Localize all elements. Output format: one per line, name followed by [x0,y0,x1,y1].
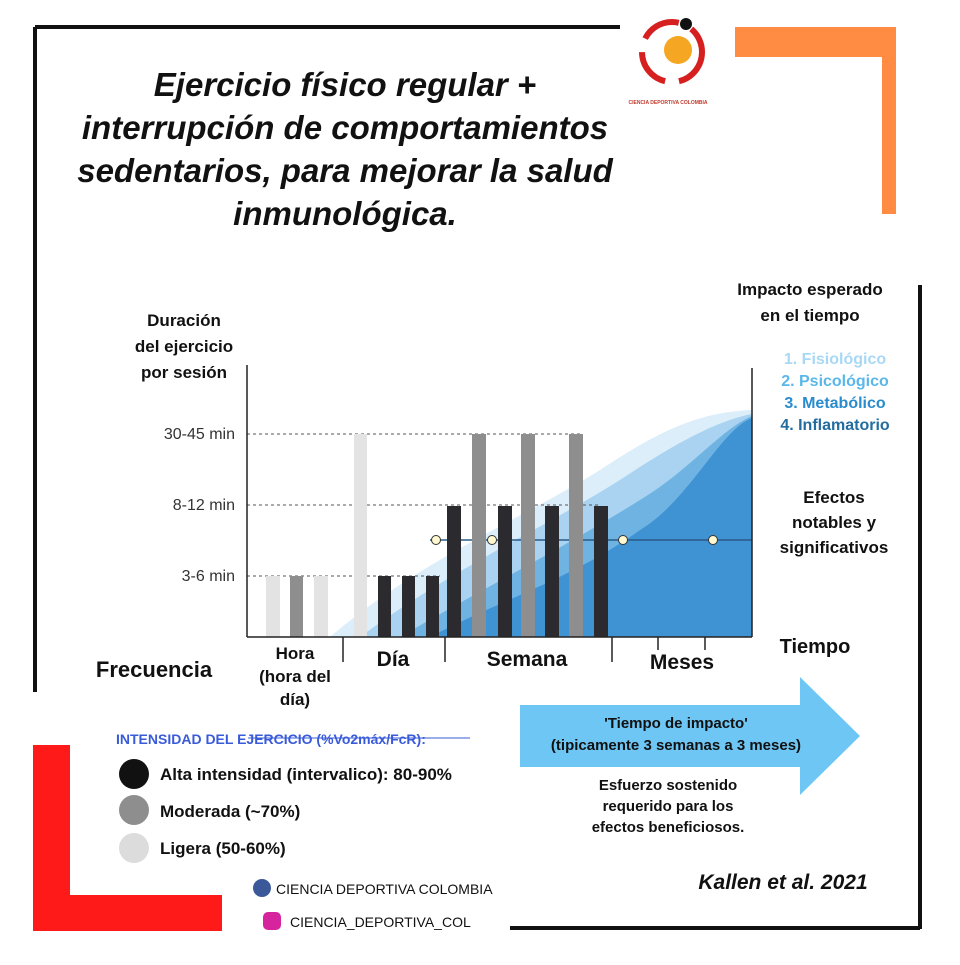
x-axis-label: Frecuencia [96,657,213,682]
orange-corner [735,27,896,214]
period-label: Hora [276,644,315,663]
legend-title: INTENSIDAD DEL EJERCICIO (%Vo2máx/FcR): [116,731,426,747]
legend-dot-moderate [119,795,149,825]
bar-moderate [290,576,303,637]
legend-item: Ligera (50-60%) [160,839,286,858]
note-text: efectos beneficiosos. [592,819,745,836]
legend-item: Moderada (~70%) [160,802,300,821]
impact-item: 3. Metabólico [784,395,886,412]
period-label: Día [377,648,410,671]
impact-arrow [520,677,860,795]
bar-moderate [472,434,486,637]
impact-item: 4. Inflamatorio [780,417,890,434]
bar-high [594,506,608,637]
facebook-icon [253,879,271,897]
logo-head [680,18,692,30]
title-line: Ejercicio físico regular + [154,66,536,103]
bar-high [378,576,391,637]
period-label: (hora del [259,667,331,686]
bar-moderate [569,434,583,637]
period-label: día) [280,690,310,709]
marker [431,535,441,545]
citation: Kallen et al. 2021 [698,871,867,894]
bar-light [314,576,328,637]
logo-ring [639,19,705,85]
impact-title: en el tiempo [760,306,859,325]
logo-text: CIENCIA DEPORTIVA COLOMBIA [629,100,708,106]
axes [246,365,753,662]
legend-dot-light [119,833,149,863]
bars [266,434,608,637]
marker [708,535,718,545]
impact-item: 2. Psicológico [781,373,889,390]
effects-label: significativos [780,538,889,557]
bar-high [447,506,461,637]
red-corner [33,745,222,931]
y-axis-label: por sesión [141,363,227,382]
y-axis-label: del ejercicio [135,337,233,356]
marker [618,535,628,545]
period-label: Meses [650,651,714,674]
bar-high [402,576,415,637]
effects-label: notables y [792,513,877,532]
legend-dot-high [119,759,149,789]
social-instagram: CIENCIA_DEPORTIVA_COL [290,914,471,930]
y-level-label: 8-12 min [173,497,235,514]
period-label: Semana [487,648,568,671]
bar-high [498,506,512,637]
frame [33,25,922,930]
bar-high [426,576,439,637]
social-facebook: CIENCIA DEPORTIVA COLOMBIA [276,881,493,897]
impact-title: Impacto esperado [737,280,883,299]
instagram-icon [263,912,281,930]
arrow-text: 'Tiempo de impacto' [604,715,748,732]
title-line: interrupción de comportamientos [82,109,608,146]
y-axis-label: Duración [147,311,221,330]
legend-item: Alta intensidad (intervalico): 80-90% [160,765,452,784]
effects-label: Efectos [803,488,864,507]
bar-high [545,506,559,637]
arrow-text: (tipicamente 3 semanas a 3 meses) [551,737,801,754]
bar-light [354,434,367,637]
wave-4 [430,418,752,637]
title-line: sedentarios, para mejorar la salud [77,152,613,189]
title-line: inmunológica. [233,195,457,232]
note-text: requerido para los [603,798,734,815]
y-level-label: 30-45 min [164,426,235,443]
logo-figure [664,36,692,64]
effect-markers [431,535,718,545]
time-label: Tiempo [780,636,851,658]
y-level-label: 3-6 min [182,568,235,585]
marker [487,535,497,545]
bar-moderate [521,434,535,637]
impact-item: 1. Fisiológico [784,351,886,368]
bar-light [266,576,280,637]
logo [639,18,705,85]
note-text: Esfuerzo sostenido [599,777,737,794]
